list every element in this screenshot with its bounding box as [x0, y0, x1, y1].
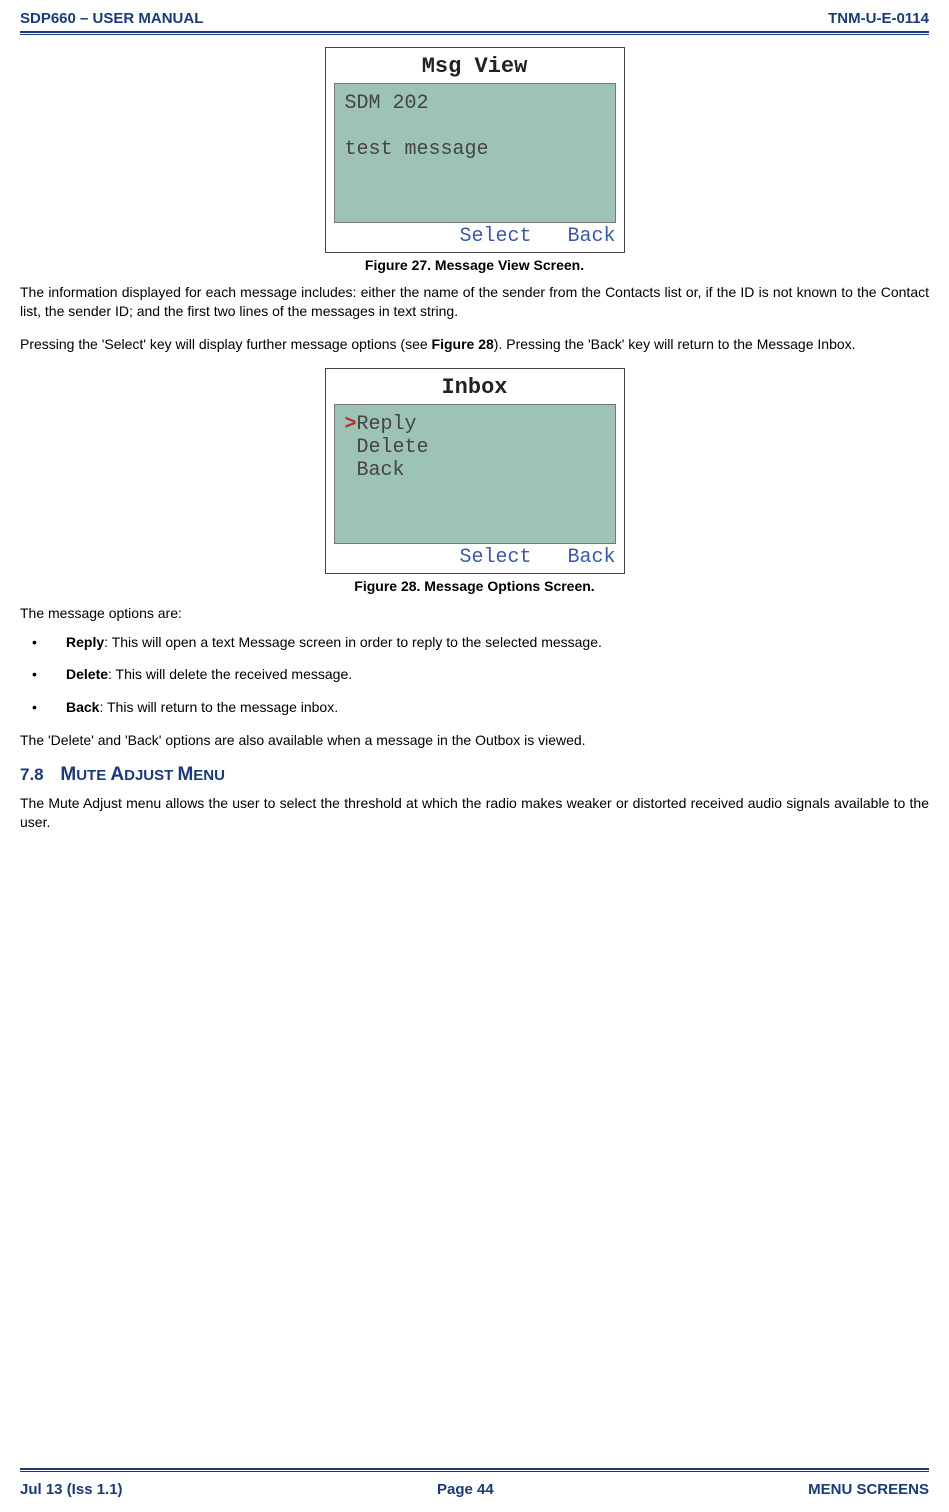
list-item: Reply: This will open a text Message scr…	[20, 633, 929, 652]
footer-rule	[20, 1468, 929, 1472]
paragraph-1: The information displayed for each messa…	[20, 283, 929, 321]
screen-body: SDM 202 test message	[334, 83, 616, 223]
header-right: TNM-U-E-0114	[828, 10, 929, 27]
screen-title: Msg View	[326, 48, 624, 83]
list-item: Delete: This will delete the received me…	[20, 665, 929, 684]
page-footer: Jul 13 (Iss 1.1) Page 44 MENU SCREENS	[20, 1481, 929, 1498]
softkey-back: Back	[567, 546, 615, 569]
paragraph-2: Pressing the 'Select' key will display f…	[20, 335, 929, 354]
screen-body: >Reply Delete Back	[334, 404, 616, 544]
page-header: SDP660 – USER MANUAL TNM-U-E-0114	[20, 0, 929, 31]
section-number: 7.8	[20, 765, 44, 784]
footer-left: Jul 13 (Iss 1.1)	[20, 1481, 123, 1498]
softkey-select: Select	[459, 225, 531, 248]
softkey-row: Select Back	[326, 223, 624, 252]
list-item: Back: This will return to the message in…	[20, 698, 929, 717]
paragraph-4: The 'Delete' and 'Back' options are also…	[20, 731, 929, 750]
section-title: Mute Adjust Menu	[60, 765, 225, 784]
paragraph-5: The Mute Adjust menu allows the user to …	[20, 794, 929, 832]
header-left: SDP660 – USER MANUAL	[20, 10, 203, 27]
figure28-caption: Figure 28. Message Options Screen.	[20, 578, 929, 594]
softkey-select: Select	[459, 546, 531, 569]
footer-right: MENU SCREENS	[808, 1481, 929, 1498]
header-rule	[20, 31, 929, 35]
section-heading-7-8: 7.8 Mute Adjust Menu	[20, 764, 929, 786]
paragraph-3: The message options are:	[20, 604, 929, 623]
softkey-back: Back	[567, 225, 615, 248]
msg-view-screen: Msg View SDM 202 test message Select Bac…	[325, 47, 625, 253]
screen-title: Inbox	[326, 369, 624, 404]
footer-center: Page 44	[437, 1481, 494, 1498]
inbox-options-screen: Inbox >Reply Delete Back Select Back	[325, 368, 625, 574]
softkey-row: Select Back	[326, 544, 624, 573]
figure27-caption: Figure 27. Message View Screen.	[20, 257, 929, 273]
options-list: Reply: This will open a text Message scr…	[20, 633, 929, 718]
